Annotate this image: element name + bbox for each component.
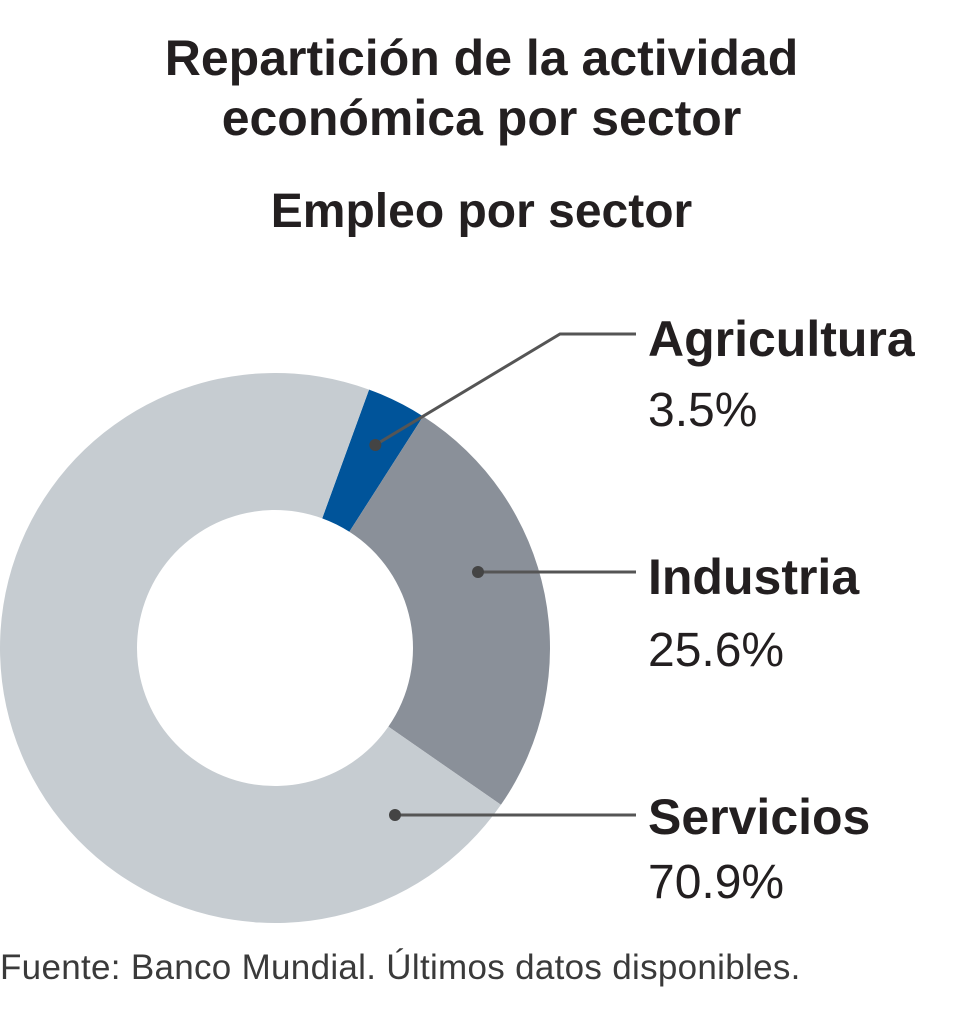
slice-agricultura bbox=[322, 389, 424, 532]
value-agricultura: 3.5% bbox=[648, 384, 757, 437]
donut-slices bbox=[0, 373, 550, 923]
leader-dot-industria bbox=[472, 566, 484, 578]
chart-title-line-2: económica por sector bbox=[221, 90, 742, 146]
value-industria: 25.6% bbox=[648, 624, 784, 677]
chart-title-line-1: Repartición de la actividad bbox=[164, 30, 799, 86]
value-servicios: 70.9% bbox=[648, 856, 784, 909]
leader-lines bbox=[369, 332, 636, 821]
chart-subtitle: Empleo por sector bbox=[270, 185, 693, 238]
leader-dot-agricultura bbox=[369, 438, 382, 451]
leader-line-agricultura bbox=[374, 332, 636, 447]
slice-labels: Agricultura 3.5% Industria 25.6% Servici… bbox=[648, 311, 916, 909]
slice-industria bbox=[349, 416, 550, 805]
leader-dot-servicios bbox=[389, 809, 401, 821]
label-agricultura: Agricultura bbox=[648, 311, 916, 367]
chart-title: Repartición de la actividad económica po… bbox=[0, 28, 963, 148]
label-servicios: Servicios bbox=[648, 789, 870, 845]
label-industria: Industria bbox=[648, 549, 860, 605]
source-note: Fuente: Banco Mundial. Últimos datos dis… bbox=[0, 948, 801, 987]
slice-servicios bbox=[0, 373, 501, 923]
